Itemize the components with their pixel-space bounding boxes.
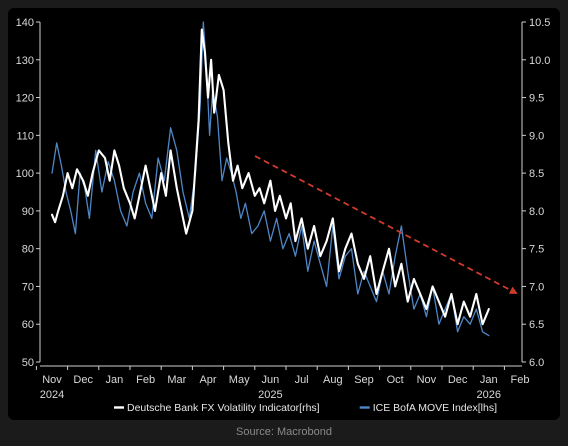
y-right-tick-label: 10.5 (529, 17, 550, 29)
x-tick-label: May (229, 374, 250, 386)
y-left-tick-label: 110 (16, 130, 34, 142)
y-right-tick-label: 6.5 (529, 319, 544, 331)
legend-label-move-index: ICE BofA MOVE Index[lhs] (373, 402, 497, 414)
x-tick-label: Jun (262, 374, 280, 386)
y-left-tick-label: 50 (22, 357, 34, 369)
y-right-tick-label: 8.5 (529, 168, 544, 180)
series-line-db-fx-vol (50, 28, 490, 326)
x-tick-label: Nov (417, 374, 437, 386)
y-left-tick-label: 100 (16, 168, 34, 180)
y-right-tick-label: 8.0 (529, 206, 544, 218)
series-line-move-index (51, 21, 490, 337)
trend-arrow (254, 155, 518, 294)
series-lines (50, 21, 490, 337)
source-note: Source: Macrobond (236, 426, 332, 438)
x-tick-label: Jan (480, 374, 498, 386)
legend-label-db-fx-vol: Deutsche Bank FX Volatility Indicator[rh… (127, 402, 320, 414)
y-left-tick-label: 60 (22, 319, 34, 331)
y-right-tick-label: 10.0 (529, 55, 550, 67)
y-right-tick-label: 7.0 (529, 281, 544, 293)
x-year-label: 2026 (477, 389, 501, 401)
x-tick-label: Jul (295, 374, 309, 386)
x-tick-label: Dec (448, 374, 468, 386)
x-year-label: 2024 (40, 389, 64, 401)
x-tick-label: Apr (199, 374, 216, 386)
axes: 50 60 70 80 90 100 110 120 130 140 6.0 6.5 7.0 7.5 8.0… (16, 17, 551, 401)
y-left-tick-label: 140 (16, 17, 34, 29)
x-tick-label: Feb (511, 374, 530, 386)
y-right-tick-label: 9.0 (529, 130, 544, 142)
y-left-tick-label: 120 (16, 93, 34, 105)
x-tick-label: Dec (73, 374, 93, 386)
y-right-tick-label: 7.5 (529, 244, 544, 256)
legend: Deutsche Bank FX Volatility Indicator[rh… (114, 402, 497, 414)
y-left-tick-label: 130 (16, 55, 34, 67)
x-tick-label: Aug (323, 374, 343, 386)
y-right-tick-label: 9.5 (529, 93, 544, 105)
annotations (254, 155, 518, 294)
x-tick-label: Feb (136, 374, 155, 386)
y-left-tick-label: 80 (22, 244, 34, 256)
x-tick-label: Oct (387, 374, 404, 386)
y-right-tick-label: 6.0 (529, 357, 544, 369)
x-tick-label: Jan (106, 374, 124, 386)
y-left-tick-label: 90 (22, 206, 34, 218)
x-tick-label: Sep (354, 374, 374, 386)
y-left-tick-label: 70 (22, 281, 34, 293)
x-tick-label: Mar (167, 374, 186, 386)
x-year-label: 2025 (258, 389, 282, 401)
x-tick-label: Nov (42, 374, 62, 386)
